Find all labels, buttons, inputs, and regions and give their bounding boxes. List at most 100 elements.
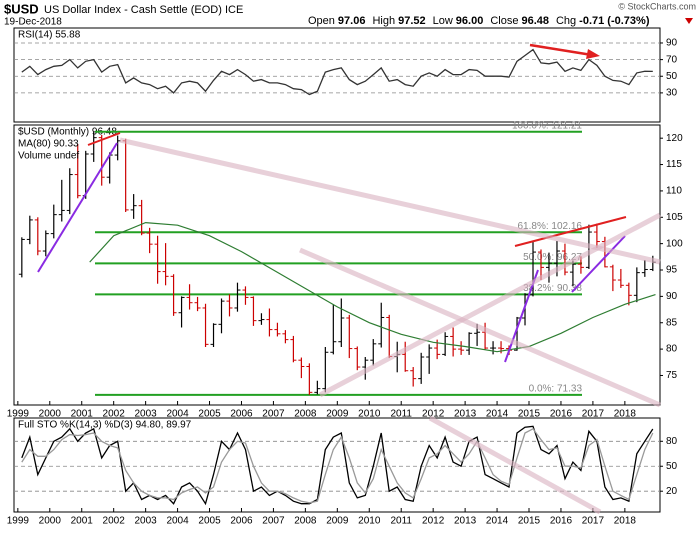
x-tick-label: 2016 [550,516,573,527]
y-tick-label: 50 [666,71,678,82]
moving-average [89,221,656,353]
legend: RSI(14) 55.88 [18,30,81,41]
x-tick-label: 2000 [39,409,62,420]
series-line [21,427,654,504]
y-tick-label: 75 [666,370,678,381]
series-line [21,48,653,96]
x-tick-label: 2018 [614,409,637,420]
trend-line [514,216,627,247]
trend-line [504,269,539,363]
ma-legend: MA(80) 90.33 [18,139,79,150]
x-tick-label: 2007 [262,409,285,420]
fib-label: 0.0%: 71.33 [529,383,583,394]
quote: Open 97.06 High 97.52 Low 96.00 Close 96.48 Chg -… [308,15,650,27]
x-tick-label: 2005 [198,409,221,420]
trend-line [37,142,118,273]
x-tick-label: 2009 [326,516,349,527]
x-tick-label: 2002 [103,409,126,420]
date: 19-Dec-2018 [4,17,62,28]
trend-line [318,212,662,398]
y-tick-label: 120 [666,133,683,144]
x-tick-label: 2013 [454,409,477,420]
panel [13,417,661,513]
quote-label: Low [433,15,453,27]
x-tick-label: 2017 [582,409,605,420]
quote-value: 96.48 [521,15,549,27]
x-tick-label: 2006 [230,516,253,527]
trend-line [299,247,661,408]
x-tick-label: 2002 [103,516,126,527]
x-tick-label: 2015 [518,409,541,420]
x-tick-label: 2017 [582,516,605,527]
quote-value: -0.71 (-0.73%) [579,15,650,27]
x-tick-label: 2011 [390,409,412,420]
y-tick-label: 115 [666,159,682,170]
legend-2: Volume undef [18,151,79,162]
x-tick-label: 1999 [7,516,30,527]
legend: $USD (Monthly) 96.48 [18,127,117,138]
fib-label: 61.8%: 102.16 [518,221,583,232]
trend-line [571,235,626,293]
x-tick-label: 2004 [166,516,189,527]
trend-line [428,415,602,515]
fib-label: 38.2%: 90.38 [523,283,582,294]
y-tick-label: 50 [666,461,678,472]
quote-value: 97.52 [398,15,426,27]
fib-label: 100.0%: 121.21 [512,120,582,131]
x-tick-label: 2009 [326,409,349,420]
x-tick-label: 2010 [358,409,381,420]
x-tick-label: 2014 [486,409,509,420]
x-tick-label: 2014 [486,516,509,527]
y-tick-label: 90 [666,38,678,49]
x-tick-label: 2008 [294,516,317,527]
x-tick-label: 2003 [135,409,158,420]
y-tick-label: 105 [666,212,683,223]
x-tick-label: 2004 [166,409,189,420]
y-tick-label: 100 [666,238,683,249]
x-tick-label: 2000 [39,516,62,527]
annotations [529,43,600,59]
y-tick-label: 90 [666,291,678,302]
y-tick-label: 20 [666,486,678,497]
x-tick-label: 2006 [230,409,253,420]
trend-line [87,132,121,146]
x-tick-label: 2018 [614,516,637,527]
legend: Full STO %K(14,3) %D(3) 94.80, 89.97 [18,420,192,431]
quote-label: Close [490,15,518,27]
x-tick-label: 2011 [390,516,412,527]
instrument-name: US Dollar Index - Cash Settle (EOD) ICE [44,4,243,16]
arrow-head [586,49,600,59]
symbol: $USD [4,1,39,16]
x-tick-label: 2003 [135,516,158,527]
quote-label: High [372,15,395,27]
x-tick-label: 2007 [262,516,285,527]
y-tick-label: 85 [666,317,678,328]
y-tick-label: 80 [666,436,678,447]
quote-label: Open [308,15,335,27]
trend-arrow [529,43,593,57]
quote-value: 96.00 [456,15,484,27]
x-tick-label: 2012 [422,409,445,420]
x-tick-label: 2010 [358,516,381,527]
panel [13,27,661,123]
x-tick-label: 2016 [550,409,573,420]
x-tick-label: 2005 [198,516,221,527]
x-tick-label: 2001 [71,516,94,527]
credit: © StockCharts.com [618,1,696,11]
x-tick-label: 2013 [454,516,477,527]
quote-value: 97.06 [338,15,366,27]
x-tick-label: 2015 [518,516,541,527]
down-arrow [685,18,693,24]
x-tick-label: 2001 [71,409,94,420]
series-line [21,425,654,506]
y-tick-label: 110 [666,186,682,197]
x-tick-label: 2012 [422,516,445,527]
trend-line [119,137,661,265]
fib-label: 50.0%: 96.27 [523,252,582,263]
y-tick-label: 30 [666,88,678,99]
y-tick-label: 70 [666,54,678,65]
y-tick-label: 80 [666,344,678,355]
quote-label: Chg [556,15,576,27]
